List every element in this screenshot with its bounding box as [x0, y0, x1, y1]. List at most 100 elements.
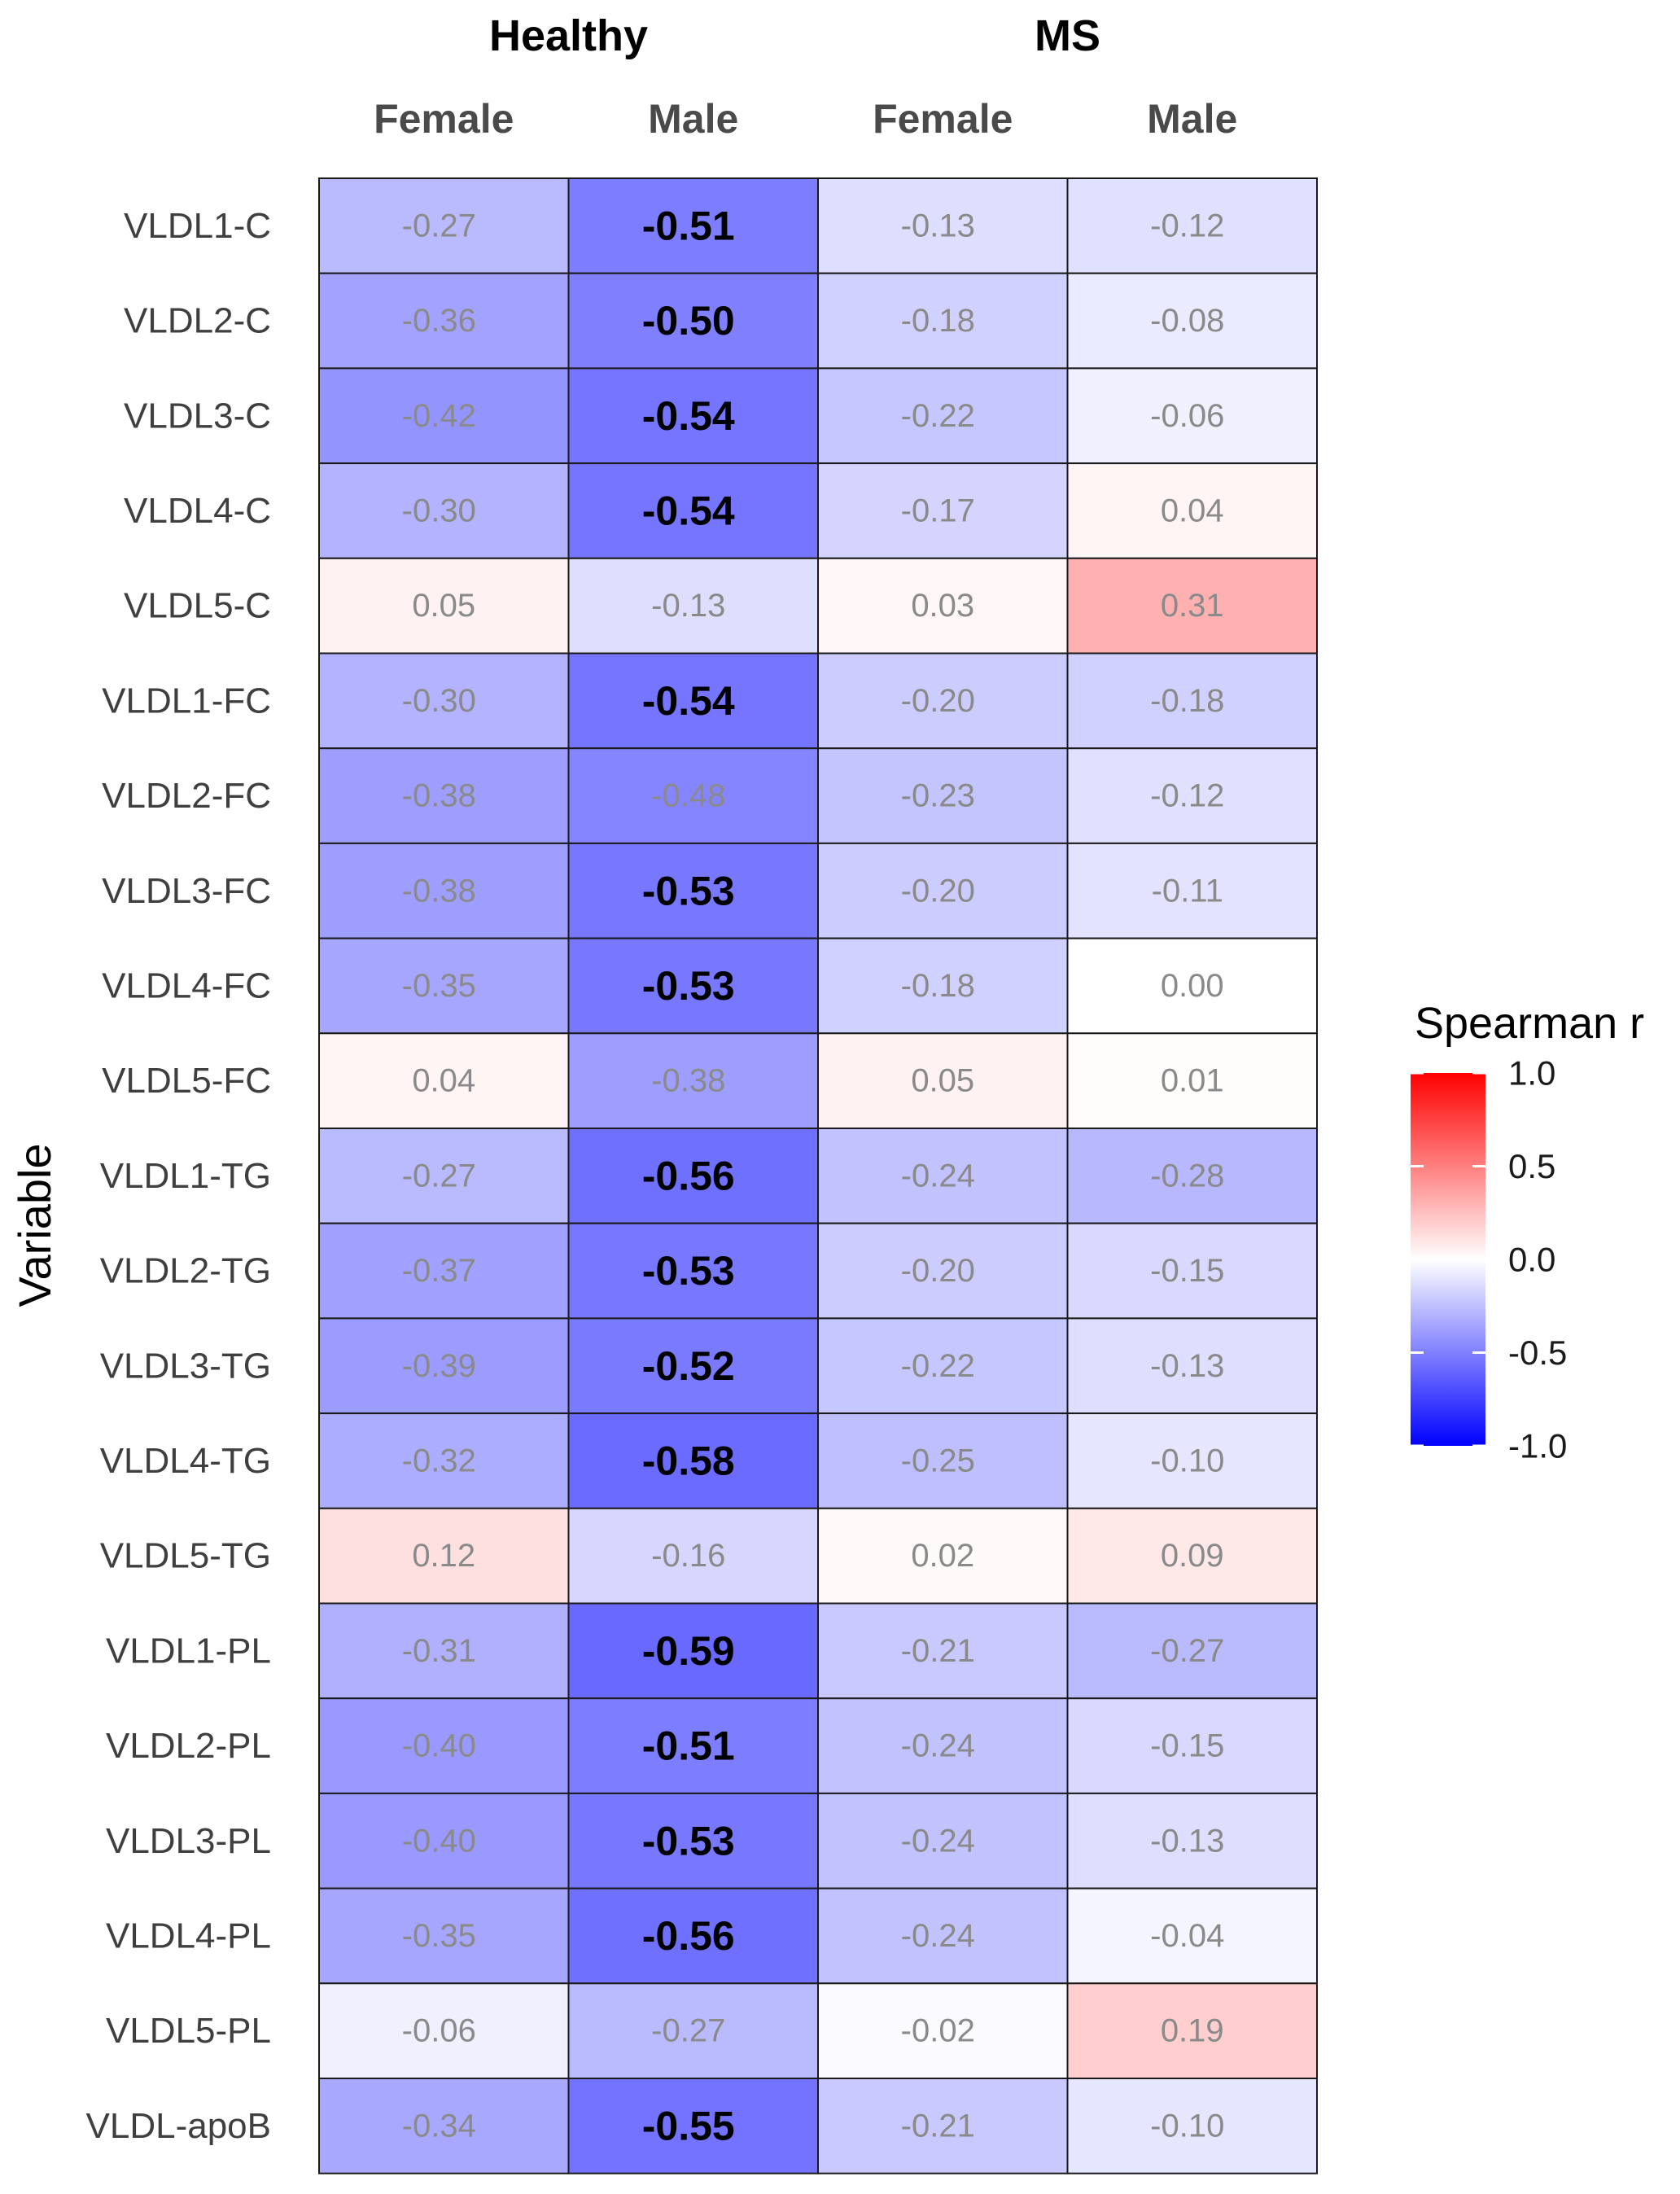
heatmap-cell — [567, 1982, 819, 2080]
heatmap-cell — [1066, 747, 1318, 844]
cell-value-label: -0.18 — [901, 303, 975, 339]
heatmap-cell — [318, 557, 570, 655]
row-label: VLDL5-FC — [102, 1061, 271, 1101]
group-label: Healthy — [489, 11, 648, 60]
cell-value-label: 0.04 — [1161, 493, 1224, 528]
cell-value-label: -0.21 — [901, 1633, 975, 1669]
heatmap-cell — [318, 1507, 570, 1605]
y-axis-title: Variable — [9, 1143, 60, 1307]
row-label: VLDL4-TG — [100, 1441, 271, 1481]
cell-value-label: -0.40 — [402, 1823, 476, 1859]
cell-value-label: -0.13 — [1150, 1823, 1224, 1859]
cell-value-label: 0.04 — [412, 1063, 475, 1099]
heatmap-cell — [1066, 1602, 1318, 1700]
cell-value-label: -0.06 — [402, 2013, 476, 2049]
cell-value-label: -0.27 — [1150, 1633, 1224, 1669]
cell-value-label: -0.58 — [642, 1438, 735, 1483]
cell-value-label: -0.54 — [642, 488, 735, 533]
heatmap-cell — [318, 747, 570, 844]
row-label: VLDL4-FC — [102, 966, 271, 1005]
heatmap-cell — [1066, 2078, 1318, 2174]
row-label: VLDL3-PL — [106, 1821, 271, 1861]
cell-value-label: -0.02 — [901, 2013, 975, 2049]
cell-value-label: -0.04 — [1150, 1918, 1224, 1954]
cell-value-label: 0.12 — [412, 1538, 475, 1574]
colorbar-legend: Spearman r 1.0 0.5 0.0 -0.5 -1.0 — [1411, 999, 1644, 1465]
heatmap-cell — [817, 1317, 1069, 1415]
cell-value-label: -0.48 — [651, 778, 725, 814]
cell-value-label: -0.38 — [402, 778, 476, 814]
heatmap-cells: -0.27 -0.51 -0.13 -0.12 -0.36 -0.50 -0.18 -0.08… — [318, 177, 1318, 2174]
cell-value-label: 0.02 — [911, 1538, 974, 1574]
cell-value-label: -0.22 — [901, 1348, 975, 1384]
heatmap-cell — [567, 272, 819, 370]
heatmap-cell — [318, 272, 570, 370]
heatmap-cell — [1066, 1412, 1318, 1509]
cell-value-label: -0.34 — [402, 2108, 476, 2144]
row-label: VLDL1-C — [124, 206, 271, 246]
cell-value-label: -0.56 — [642, 1153, 735, 1198]
cell-value-label: -0.27 — [651, 2013, 725, 2049]
heatmap-cell — [567, 1128, 819, 1224]
heatmap-cell — [318, 1602, 570, 1700]
cell-value-label: -0.12 — [1150, 208, 1224, 243]
heatmap-cell — [567, 177, 819, 274]
cell-value-label: -0.54 — [642, 678, 735, 724]
row-label: VLDL2-C — [124, 301, 271, 341]
heatmap-cell — [567, 2078, 819, 2174]
heatmap-cell — [1066, 177, 1318, 274]
cell-value-label: -0.20 — [901, 683, 975, 719]
row-label: VLDL4-PL — [106, 1916, 271, 1955]
heatmap-cell — [1066, 1128, 1318, 1224]
cell-value-label: -0.08 — [1150, 303, 1224, 339]
cell-value-label: -0.21 — [901, 2108, 975, 2144]
cell-value-label: -0.15 — [1150, 1253, 1224, 1289]
heatmap-cell — [567, 1222, 819, 1320]
heatmap-cell — [318, 652, 570, 750]
heatmap-cell — [817, 1697, 1069, 1794]
cell-value-label: -0.16 — [651, 1538, 725, 1574]
cell-value-label: -0.35 — [402, 968, 476, 1004]
heatmap-cell — [817, 1507, 1069, 1605]
heatmap-cell — [318, 1317, 570, 1415]
cell-value-label: -0.24 — [901, 1158, 975, 1193]
heatmap-cell — [567, 1697, 819, 1794]
cell-value-label: -0.06 — [1150, 398, 1224, 434]
cell-value-label: -0.11 — [1152, 873, 1223, 909]
cell-value-label: -0.32 — [402, 1443, 476, 1478]
cell-value-label: -0.18 — [1150, 683, 1224, 719]
heatmap-cell — [567, 462, 819, 559]
cell-value-label: -0.25 — [901, 1443, 975, 1478]
colorbar-tick-label: 0.0 — [1508, 1241, 1555, 1279]
cell-value-label: -0.13 — [651, 588, 725, 624]
cell-value-label: 0.05 — [412, 588, 475, 624]
column-label: Male — [648, 96, 738, 142]
cell-value-label: -0.30 — [402, 493, 476, 528]
cell-value-label: -0.59 — [642, 1628, 735, 1674]
cell-value-label: -0.53 — [642, 1818, 735, 1863]
heatmap-cell — [318, 1792, 570, 1890]
row-label: VLDL4-C — [124, 491, 271, 531]
cell-value-label: -0.40 — [402, 1728, 476, 1764]
heatmap-cell — [817, 1032, 1069, 1130]
heatmap-cell — [318, 462, 570, 559]
heatmap-cell — [1066, 1222, 1318, 1320]
cell-value-label: -0.10 — [1150, 2108, 1224, 2144]
cell-value-label: -0.53 — [642, 868, 735, 913]
cell-value-label: 0.01 — [1161, 1063, 1224, 1099]
cell-value-label: -0.24 — [901, 1728, 975, 1764]
cell-value-label: -0.27 — [402, 208, 476, 243]
heatmap-cell — [817, 1887, 1069, 1985]
heatmap-cell — [817, 177, 1069, 274]
cell-value-label: -0.22 — [901, 398, 975, 434]
column-label: Male — [1147, 96, 1237, 142]
cell-value-label: -0.13 — [1150, 1348, 1224, 1384]
cell-value-label: -0.24 — [901, 1918, 975, 1954]
heatmap-cell — [567, 652, 819, 750]
heatmap-cell — [1066, 557, 1318, 655]
heatmap-cell — [567, 1792, 819, 1890]
cell-value-label: -0.20 — [901, 1253, 975, 1289]
heatmap-cell — [318, 1887, 570, 1985]
cell-value-label: -0.20 — [901, 873, 975, 909]
